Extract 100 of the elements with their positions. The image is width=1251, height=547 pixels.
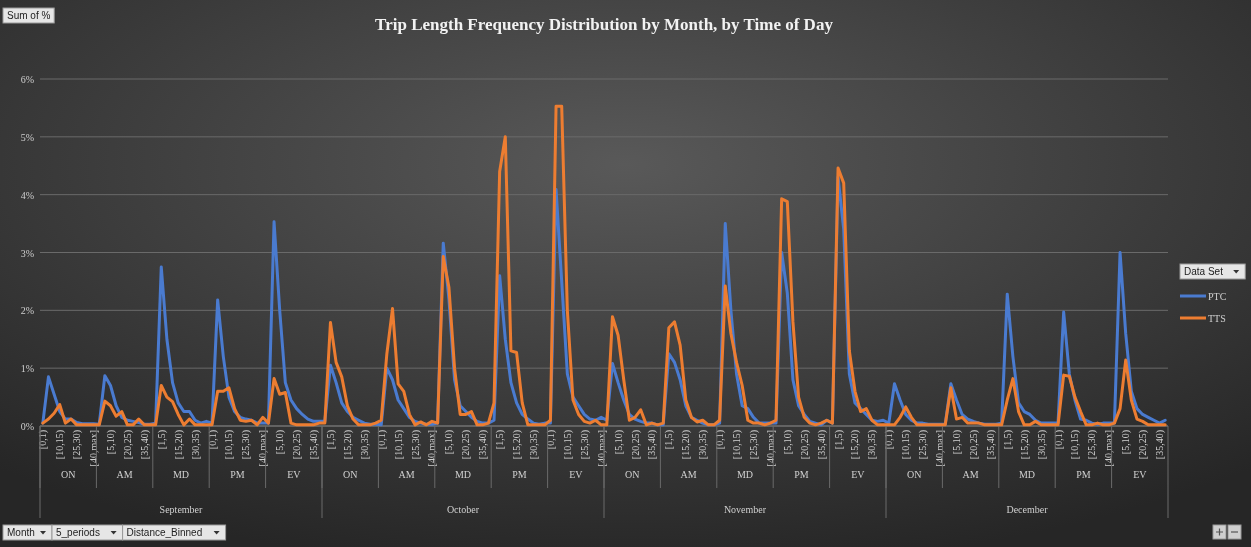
- legend-title: Data Set: [1184, 266, 1224, 277]
- x-tick-label: [30,35): [866, 430, 879, 460]
- y-tick-label: 2%: [20, 305, 34, 317]
- x-tick-label: [20,25): [967, 430, 980, 460]
- x-tick-label: [25,30): [409, 430, 422, 460]
- x-tick-label: [35,40): [1154, 430, 1167, 460]
- x-tick-label: [10,15): [54, 430, 67, 460]
- text: MD: [736, 469, 754, 480]
- x-tick-label: [5,10): [443, 430, 456, 455]
- text: MD: [172, 469, 190, 480]
- x-tick-label: [25,30): [578, 430, 591, 460]
- text: PM: [230, 469, 245, 480]
- text: EV: [287, 469, 302, 480]
- x-tick-label: [0,1): [883, 430, 896, 450]
- text: PM: [794, 469, 809, 480]
- x-tick-label: [20,25): [460, 430, 473, 460]
- text: 5_periods: [56, 527, 100, 538]
- x-tick-label: [30,35): [697, 430, 710, 460]
- text: ON: [624, 469, 640, 480]
- x-tick-label: [15,20): [849, 430, 862, 460]
- text: AM: [680, 469, 697, 480]
- y-tick-label: 6%: [20, 74, 34, 85]
- x-tick-label: [15,20): [511, 430, 524, 460]
- x-tick-label: [1,5): [1001, 430, 1014, 450]
- x-tick-label: [40,max]: [595, 430, 607, 467]
- y-tick-label: 4%: [20, 189, 34, 201]
- text: Sum of %: [7, 10, 51, 21]
- text: EV: [851, 469, 866, 480]
- text: Month: [7, 527, 35, 538]
- x-tick-label: [0,1): [37, 430, 50, 450]
- y-tick-label: 5%: [20, 131, 34, 143]
- x-tick-label: [10,15): [1069, 430, 1082, 460]
- x-tick-label: [35,40): [138, 430, 151, 460]
- x-tick-label: [0,1): [714, 430, 727, 450]
- x-tick-label: [1,5): [832, 430, 845, 450]
- x-tick-label: [0,1): [544, 430, 557, 450]
- text: December: [1006, 504, 1049, 515]
- x-tick-label: [5,10): [781, 430, 794, 455]
- x-tick-label: [10,15): [731, 430, 744, 460]
- x-tick-label: [20,25): [121, 430, 134, 460]
- text: Distance_Binned: [126, 527, 203, 538]
- y-tick-label: 3%: [20, 247, 34, 259]
- x-tick-label: [0,1): [1052, 430, 1065, 450]
- text: EV: [569, 469, 584, 480]
- text: ON: [906, 469, 922, 480]
- x-tick-label: [35,40): [308, 430, 321, 460]
- x-tick-label: [40,max]: [257, 430, 269, 467]
- text: PM: [1076, 469, 1091, 480]
- y-tick-label: 1%: [20, 363, 34, 375]
- x-tick-label: [35,40): [815, 430, 828, 460]
- x-tick-label: [10,15): [223, 430, 236, 460]
- y-tick-label: 0%: [20, 421, 34, 432]
- x-tick-label: [1,5): [324, 430, 337, 450]
- text: October: [446, 504, 480, 515]
- legend-label: PTC: [1208, 291, 1227, 302]
- x-tick-label: [40,max]: [1103, 430, 1115, 467]
- text: AM: [116, 469, 133, 480]
- text: MD: [1018, 469, 1036, 480]
- text: AM: [398, 469, 415, 480]
- x-tick-label: [25,30): [71, 430, 84, 460]
- x-tick-label: [10,15): [392, 430, 405, 460]
- x-tick-label: [40,max]: [764, 430, 776, 467]
- x-tick-label: [25,30): [240, 430, 253, 460]
- text: November: [723, 504, 767, 515]
- x-tick-label: [0,1): [206, 430, 219, 450]
- x-tick-label: [30,35): [1035, 430, 1048, 460]
- x-tick-label: [15,20): [1018, 430, 1031, 460]
- x-tick-label: [20,25): [798, 430, 811, 460]
- text: EV: [1133, 469, 1148, 480]
- x-tick-label: [1,5): [155, 430, 168, 450]
- text: ON: [342, 469, 358, 480]
- x-tick-label: [25,30): [1086, 430, 1099, 460]
- x-tick-label: [40,max]: [88, 430, 100, 467]
- x-tick-label: [15,20): [680, 430, 693, 460]
- x-tick-label: [15,20): [341, 430, 354, 460]
- x-tick-label: [25,30): [917, 430, 930, 460]
- x-tick-label: [10,15): [561, 430, 574, 460]
- chart-title: Trip Length Frequency Distribution by Month, by Time of Day: [375, 15, 834, 34]
- x-tick-label: [40,max]: [934, 430, 946, 467]
- x-tick-label: [25,30): [747, 430, 760, 460]
- text: PM: [512, 469, 527, 480]
- x-tick-label: [5,10): [274, 430, 287, 455]
- x-tick-label: [30,35): [358, 430, 371, 460]
- x-tick-label: [30,35): [528, 430, 540, 460]
- x-tick-label: [10,15): [900, 430, 913, 460]
- text: MD: [454, 469, 472, 480]
- x-tick-label: [5,10): [612, 430, 625, 455]
- x-tick-label: [0,1): [375, 430, 388, 450]
- x-tick-label: [5,10): [951, 430, 963, 455]
- x-tick-label: [30,35): [189, 430, 202, 460]
- x-tick-label: [15,20): [172, 430, 185, 460]
- text: ON: [60, 469, 76, 480]
- x-tick-label: [40,max]: [426, 430, 438, 467]
- x-tick-label: [20,25): [1137, 430, 1150, 460]
- x-tick-label: [1,5): [663, 430, 676, 450]
- x-tick-label: [35,40): [984, 430, 997, 460]
- text: September: [159, 504, 204, 515]
- x-tick-label: [20,25): [629, 430, 642, 460]
- x-tick-label: [5,10): [105, 430, 117, 455]
- text: AM: [962, 469, 979, 480]
